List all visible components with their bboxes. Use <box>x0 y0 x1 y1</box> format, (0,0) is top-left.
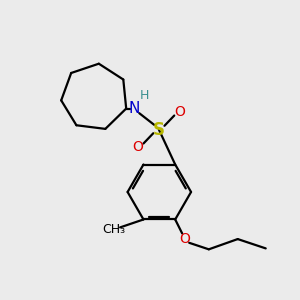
Text: O: O <box>132 140 143 154</box>
Text: O: O <box>174 105 185 119</box>
Text: S: S <box>153 121 165 139</box>
Text: CH₃: CH₃ <box>103 223 126 236</box>
Text: H: H <box>140 89 150 102</box>
Text: N: N <box>129 101 140 116</box>
Text: O: O <box>179 232 190 246</box>
